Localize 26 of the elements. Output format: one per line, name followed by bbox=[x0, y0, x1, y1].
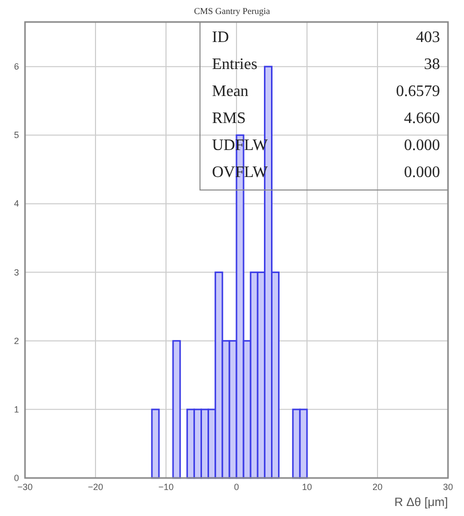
chart-title: CMS Gantry Perugia bbox=[194, 6, 270, 16]
y-tick-label: 2 bbox=[14, 336, 19, 346]
annotation: 38 bbox=[424, 56, 440, 73]
x-tick-label: 30 bbox=[442, 482, 454, 492]
x-tick-label: −20 bbox=[88, 482, 104, 492]
annotation: Mean bbox=[212, 83, 248, 100]
annotation: RMS bbox=[212, 110, 246, 127]
annotation: Entries bbox=[212, 56, 258, 73]
x-tick-label: 0 bbox=[234, 482, 240, 492]
annotation: 0.000 bbox=[404, 164, 440, 181]
y-tick-label: 1 bbox=[14, 404, 19, 414]
y-tick-label: 0 bbox=[14, 473, 19, 483]
y-tick-label: 3 bbox=[14, 267, 19, 278]
annotation: 0.6579 bbox=[396, 83, 440, 100]
x-tick-label: −30 bbox=[17, 482, 33, 492]
y-tick-label: 6 bbox=[14, 62, 19, 72]
annotation: ID bbox=[212, 29, 229, 46]
x-tick-label: 20 bbox=[372, 482, 383, 492]
annotation: 403 bbox=[416, 29, 440, 46]
y-tick-label: 5 bbox=[14, 130, 19, 140]
y-tick-label: 4 bbox=[14, 198, 19, 209]
annotation: 0.000 bbox=[404, 137, 440, 154]
x-tick-label: 10 bbox=[302, 482, 312, 492]
x-tick-label: −10 bbox=[158, 482, 174, 492]
x-axis-title: R Δθ [μm] bbox=[394, 495, 448, 509]
annotation: 4.660 bbox=[404, 110, 440, 127]
